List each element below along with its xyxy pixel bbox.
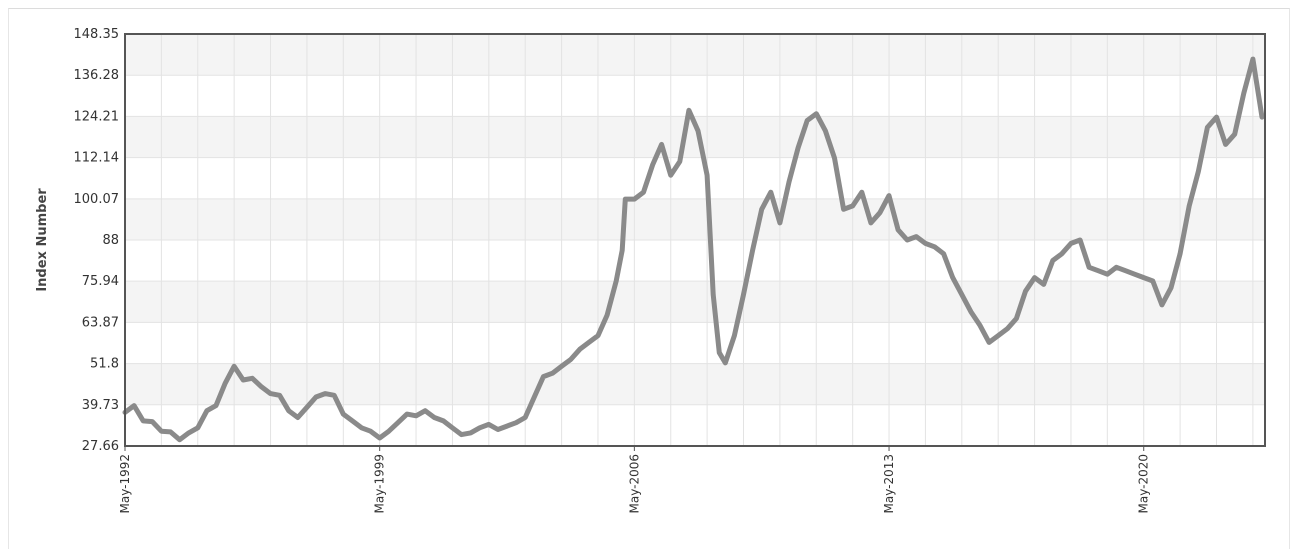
- y-tick-label: 51.8: [90, 357, 119, 372]
- background-bands: [125, 34, 1265, 405]
- y-tick-label: 148.35: [74, 27, 120, 42]
- index-line-chart: 148.35 136.28 124.21 112.14 100.07 88 75.94 63.…: [35, 27, 1266, 513]
- x-tick-label: May-2013: [882, 454, 896, 513]
- series-layer: [122, 56, 1265, 443]
- index-series-line: [122, 56, 1265, 443]
- chart-frame: 148.35 136.28 124.21 112.14 100.07 88 75.94 63.…: [8, 8, 1290, 549]
- y-axis-ticks: 148.35 136.28 124.21 112.14 100.07 88 75.94 63.…: [74, 27, 120, 454]
- x-tick-label: May-1999: [373, 454, 387, 513]
- y-tick-label: 63.87: [82, 315, 119, 330]
- y-tick-label: 88: [102, 233, 119, 248]
- plot-border: [124, 33, 1266, 447]
- x-axis-ticks: May-1992 May-1999 May-2006 May-2013 May-2020: [118, 446, 1151, 513]
- background-band: [125, 198, 1265, 241]
- y-tick-label: 112.14: [74, 151, 120, 166]
- y-tick-label: 75.94: [82, 274, 119, 289]
- y-tick-label: 124.21: [74, 109, 120, 124]
- y-axis-title: Index Number: [35, 188, 50, 292]
- x-tick-label: May-2020: [1137, 454, 1151, 513]
- background-band: [125, 281, 1265, 323]
- y-tick-label: 100.07: [74, 192, 120, 207]
- x-tick-label: May-2006: [627, 454, 641, 513]
- y-tick-label: 27.66: [82, 439, 119, 454]
- y-tick-label: 136.28: [74, 68, 120, 83]
- y-tick-label: 39.73: [82, 398, 119, 413]
- background-band: [125, 34, 1265, 76]
- x-tick-label: May-1992: [118, 454, 132, 513]
- background-band: [125, 363, 1265, 405]
